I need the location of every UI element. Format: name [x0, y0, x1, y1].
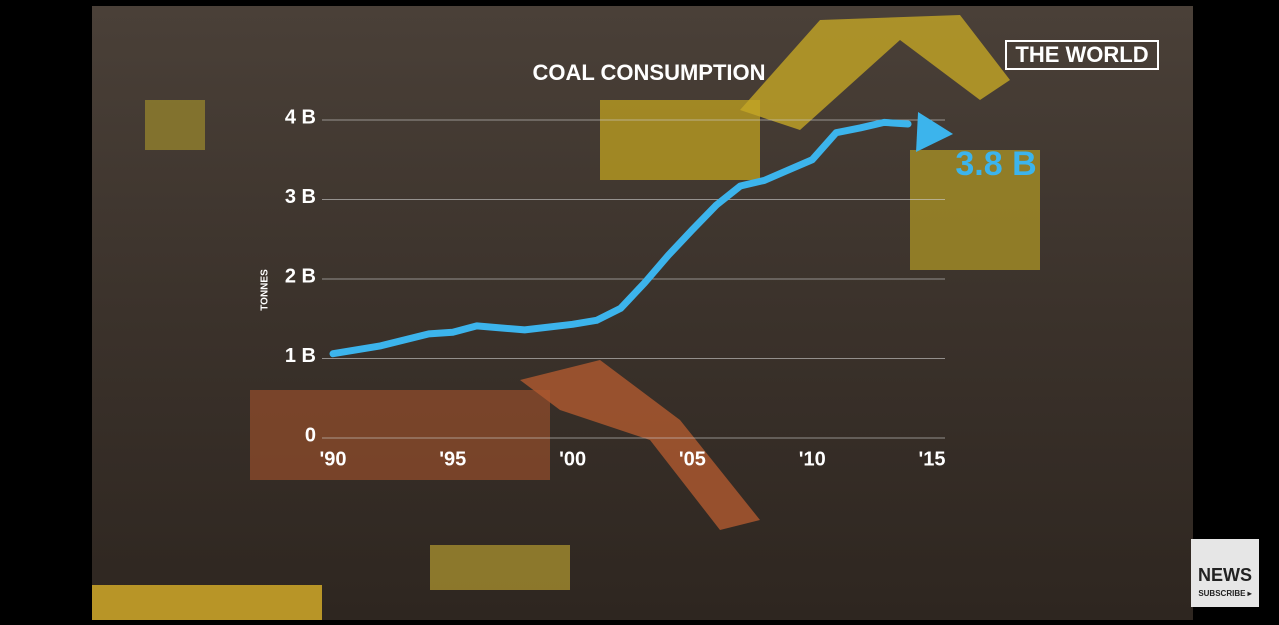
annotation: 3.8 B: [955, 145, 1036, 183]
x-tick-label: '10: [799, 448, 826, 470]
x-tick-label: '00: [559, 448, 586, 470]
x-tick-label: '15: [918, 448, 945, 470]
machine-plate: [92, 585, 322, 620]
bulldozer: [145, 100, 205, 150]
y-tick-label: 0: [305, 424, 316, 446]
y-tick-label: 1 B: [285, 345, 316, 367]
arrow-head: [916, 111, 954, 152]
news-logo: NEWS: [1198, 565, 1252, 585]
truck: [910, 150, 1040, 270]
x-tick-label: '95: [439, 448, 466, 470]
excavator-red: [250, 390, 550, 480]
logo-frame: [1005, 40, 1159, 70]
y-axis-label: TONNES: [260, 269, 271, 311]
excavator-arm: [740, 15, 1010, 130]
video-frame: [92, 6, 1193, 620]
subscribe: SUBSCRIBE ▸: [1198, 589, 1252, 598]
chart-title: COAL CONSUMPTION: [532, 60, 765, 85]
y-tick-label: 4 B: [285, 106, 316, 128]
excavator: [600, 100, 760, 180]
news-logo-box: [1191, 539, 1259, 607]
x-tick-label: '05: [679, 448, 706, 470]
machine: [430, 545, 570, 590]
x-tick-label: '90: [319, 448, 346, 470]
y-tick-label: 2 B: [285, 265, 316, 287]
excavator-red-arm: [520, 360, 760, 530]
channel-logo: THE WORLD: [1015, 42, 1148, 67]
line: [329, 118, 912, 358]
y-tick-label: 3 B: [285, 186, 316, 208]
